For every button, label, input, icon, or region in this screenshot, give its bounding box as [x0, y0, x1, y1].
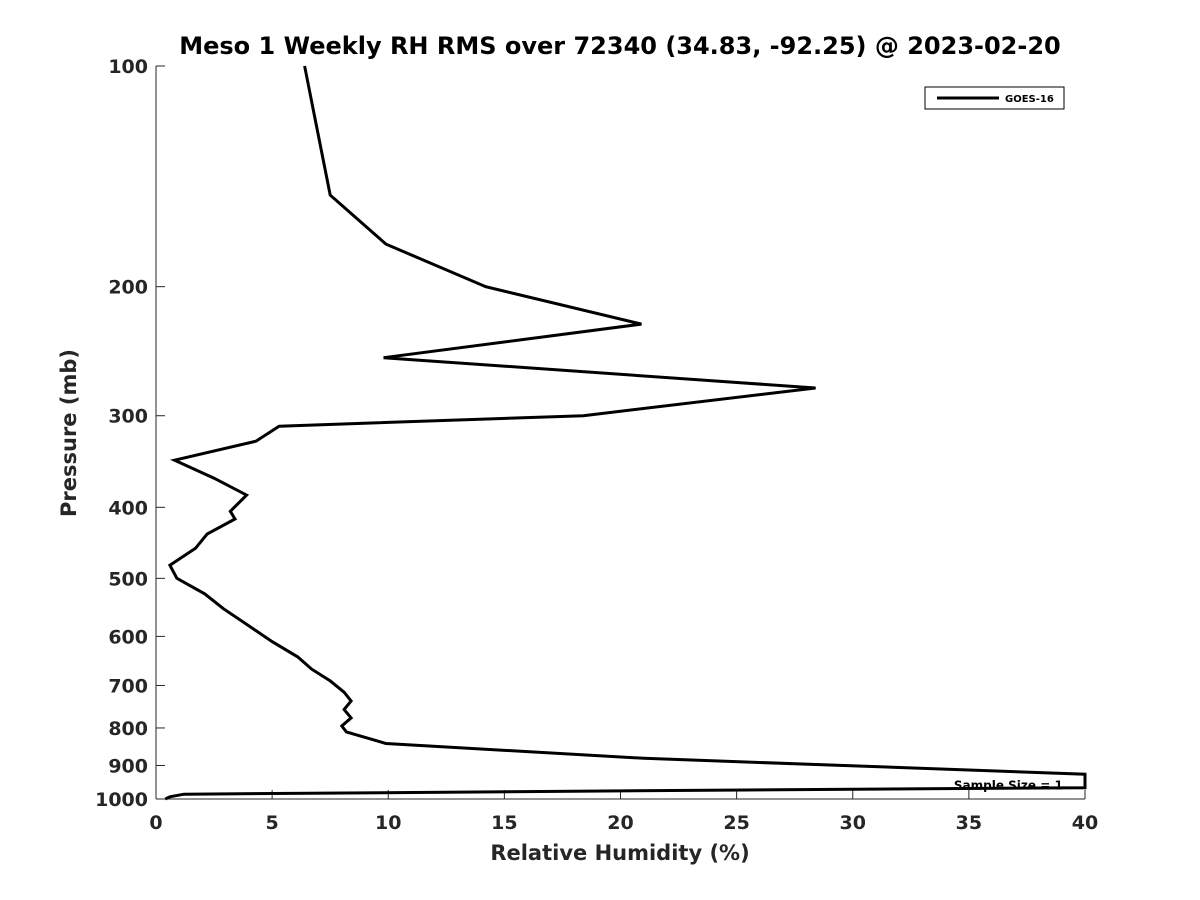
y-axis-ticks: 100 200 300 400 500 600 700 800 900 1000 — [95, 56, 165, 811]
x-tick-label: 0 — [149, 812, 162, 834]
legend: GOES-16 — [924, 86, 1065, 110]
series-layer — [164, 65, 1087, 801]
x-tick-label: 35 — [956, 812, 982, 834]
x-tick-label: 30 — [840, 812, 866, 834]
y-tick-label: 700 — [108, 675, 148, 697]
sample-size-annotation: Sample Size = 1 — [954, 778, 1063, 792]
y-tick-label: 200 — [108, 277, 148, 299]
x-tick-label: 15 — [491, 812, 517, 834]
series-line-goes-16 — [164, 65, 1087, 801]
x-tick-label: 20 — [607, 812, 633, 834]
y-tick-label: 1000 — [95, 789, 148, 811]
y-tick-label: 500 — [108, 568, 148, 590]
plot-frame — [155, 66, 1085, 800]
y-tick-label: 100 — [108, 56, 148, 78]
y-tick-label: 900 — [108, 755, 148, 777]
legend-label-goes-16: GOES-16 — [1005, 94, 1054, 105]
x-axis-label: Relative Humidity (%) — [490, 841, 749, 865]
x-tick-label: 25 — [723, 812, 749, 834]
y-axis-label: Pressure (mb) — [57, 349, 81, 517]
y-tick-label: 600 — [108, 626, 148, 648]
y-tick-label: 800 — [108, 718, 148, 740]
x-axis-ticks: 0 5 10 15 20 25 30 35 40 — [149, 790, 1098, 834]
x-tick-label: 10 — [375, 812, 401, 834]
chart-title: Meso 1 Weekly RH RMS over 72340 (34.83, … — [179, 32, 1061, 60]
y-tick-label: 300 — [108, 406, 148, 428]
x-tick-label: 40 — [1072, 812, 1098, 834]
x-tick-label: 5 — [266, 812, 279, 834]
y-tick-label: 400 — [108, 497, 148, 519]
